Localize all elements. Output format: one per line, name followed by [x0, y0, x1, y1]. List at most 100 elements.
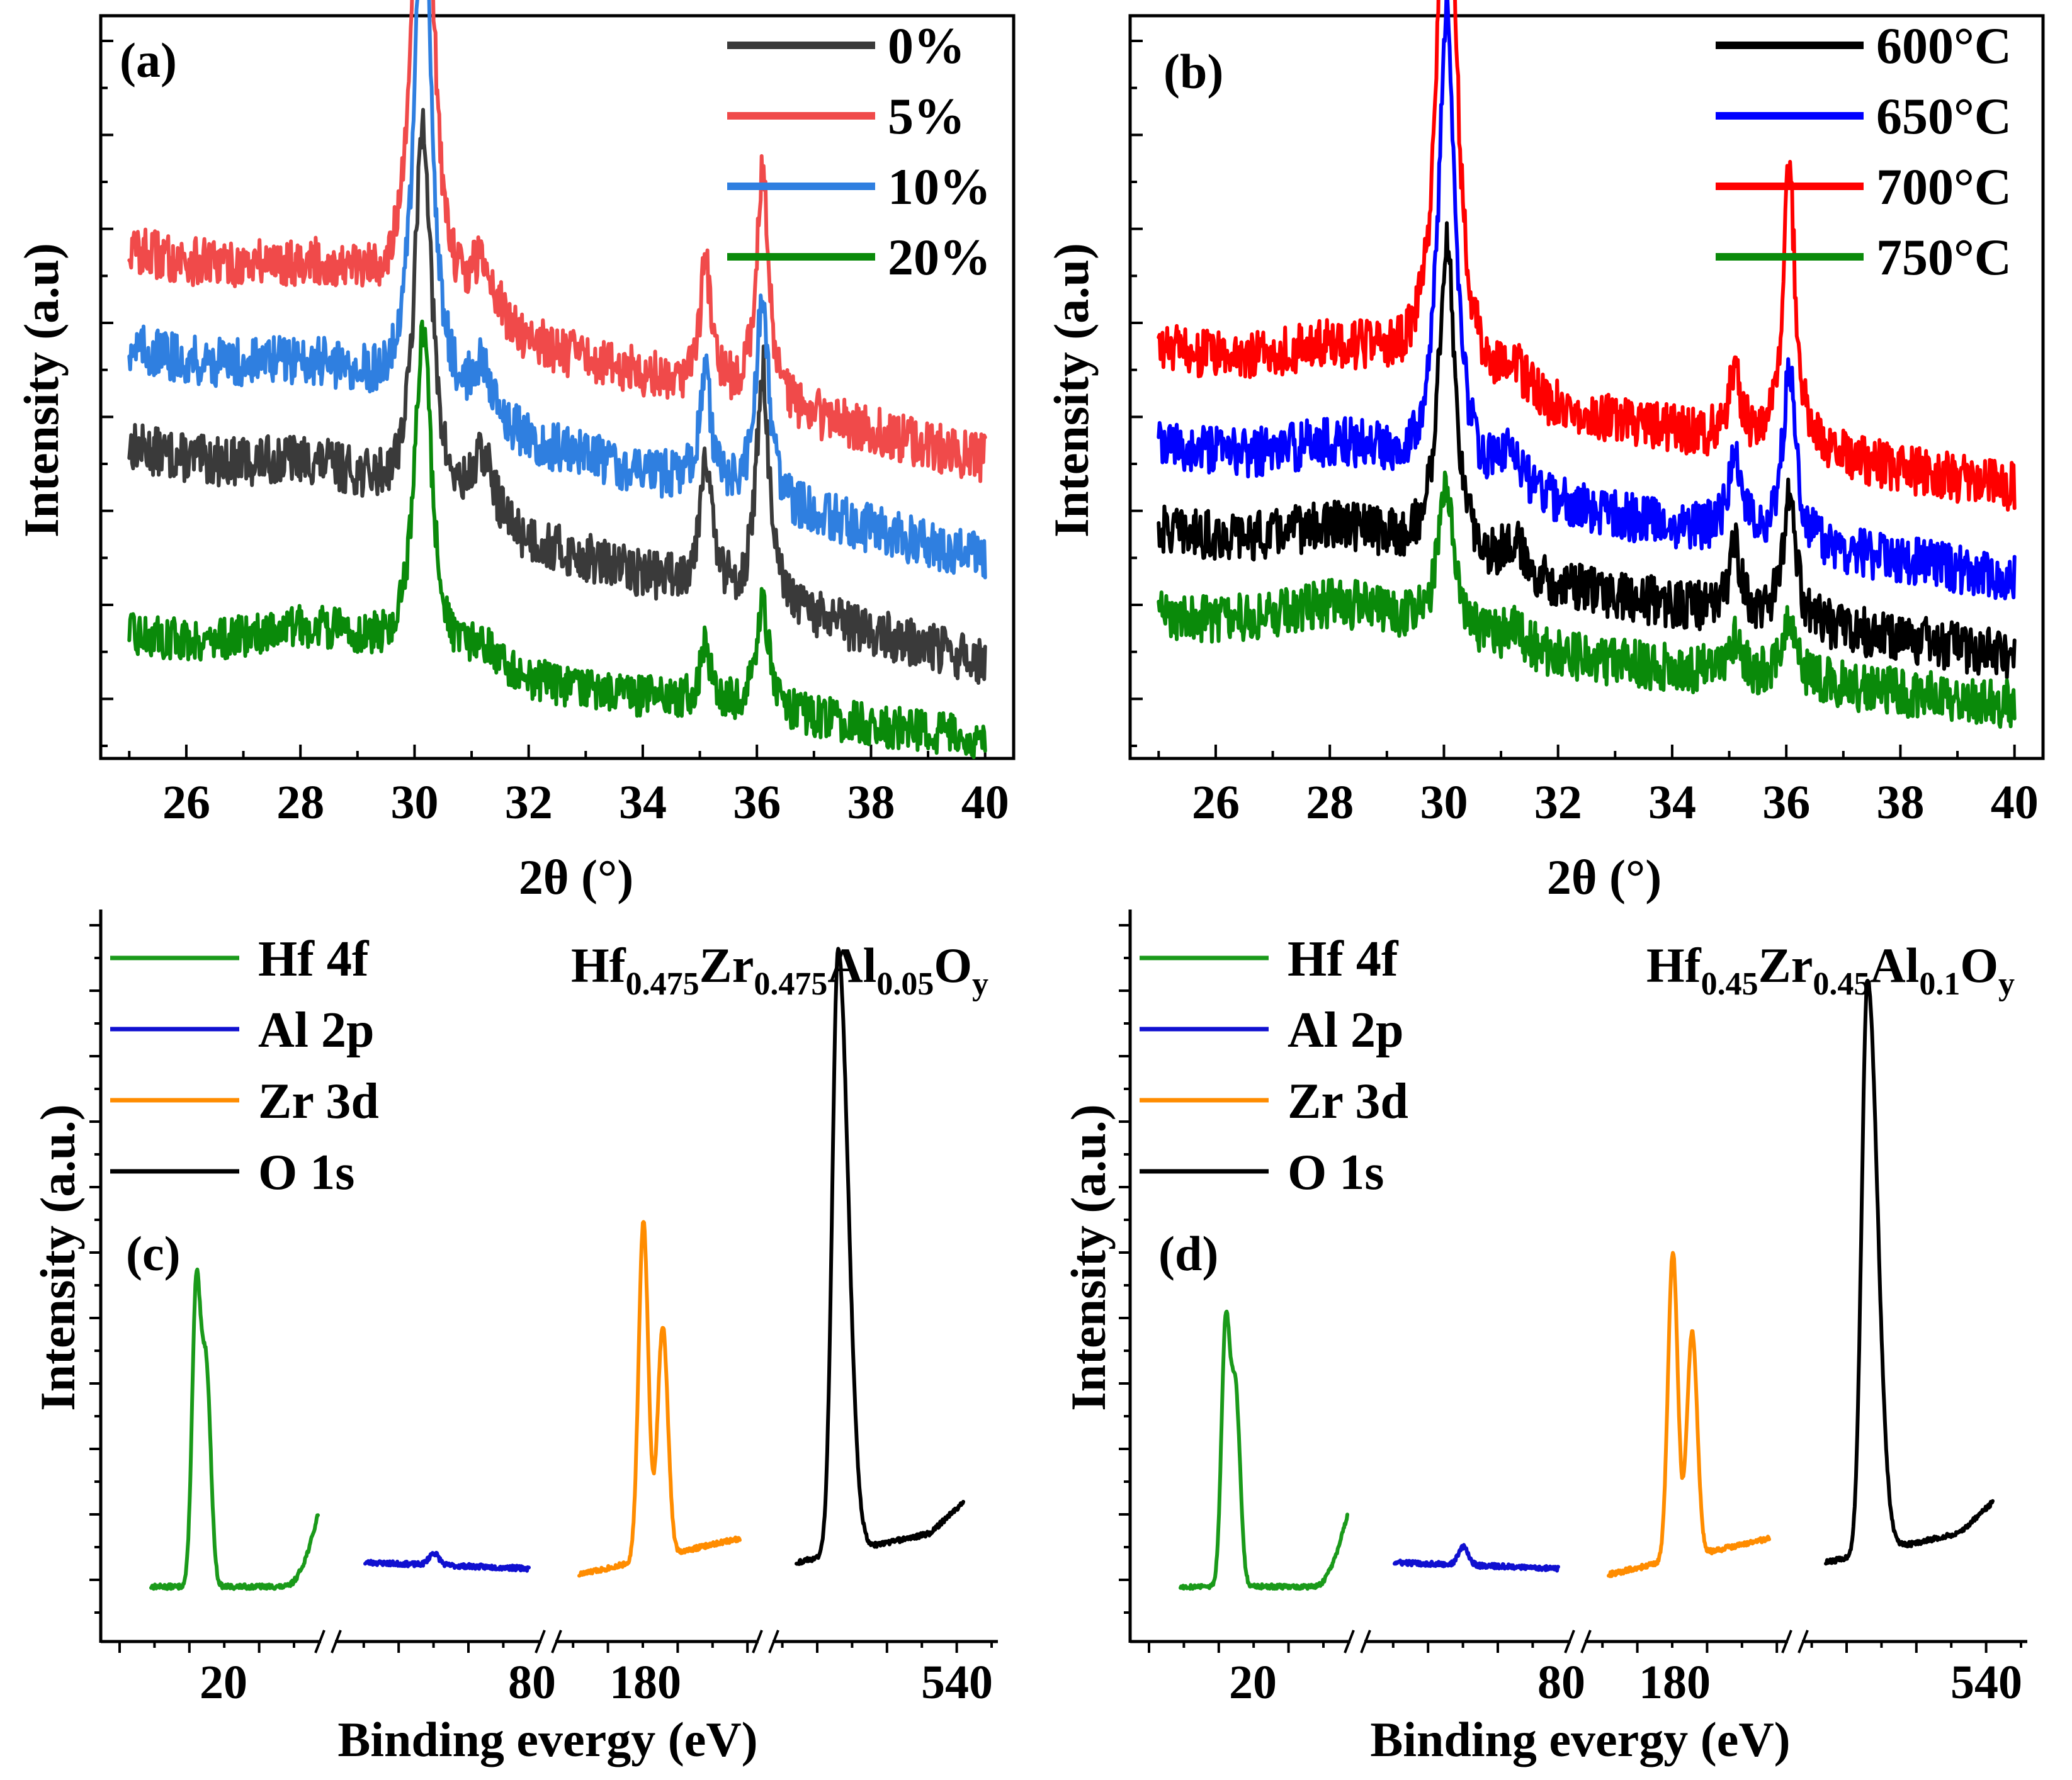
- axis-break-mark: [1360, 1630, 1371, 1653]
- x-tick-label-32: 32: [505, 776, 553, 829]
- legend-label-Zr 3d: Zr 3d: [258, 1074, 379, 1129]
- x-tick-label-34: 34: [1648, 776, 1696, 829]
- panel-b-label: (b): [1163, 44, 1223, 99]
- series-line-Hf-4f: [149, 1267, 320, 1591]
- legend-label-O 1s: O 1s: [258, 1145, 354, 1200]
- panel-b-series: [1157, 0, 2017, 729]
- legend-label-650°C: 650°C: [1876, 87, 2012, 145]
- panel-a-y-ticks: [101, 40, 113, 747]
- panel-d-label: (d): [1158, 1226, 1218, 1281]
- axis-break-mark: [535, 1630, 546, 1653]
- panel-c-y-ticks: [89, 924, 101, 1614]
- legend-label-10%: 10%: [888, 158, 991, 215]
- panel-a-y-axis-title: Intensity (a.u): [14, 243, 69, 538]
- x-tick-label-30: 30: [390, 776, 438, 829]
- legend-label-Hf 4f: Hf 4f: [258, 932, 370, 987]
- axis-break-mark: [1797, 1630, 1809, 1653]
- panel-d-y-ticks: [1119, 924, 1130, 1614]
- legend-label-Zr 3d: Zr 3d: [1288, 1074, 1408, 1129]
- x-tick-label-38: 38: [847, 776, 895, 829]
- axis-break-mark: [331, 1630, 342, 1653]
- series-line-5%: [127, 0, 987, 483]
- panel-c-x-tick-labels: 20 80 180 540: [200, 1656, 993, 1709]
- series-line-750°C: [1157, 470, 2017, 729]
- panel-d-x-axis-title: Binding evergy (eV): [1370, 1712, 1790, 1767]
- x-tick-label-180: 180: [609, 1656, 681, 1709]
- series-line-Zr-3d: [1607, 1251, 1771, 1579]
- axis-break-mark: [1580, 1630, 1592, 1653]
- series-line-20%: [127, 319, 987, 759]
- x-tick-label-30: 30: [1420, 776, 1468, 829]
- axis-break-mark: [551, 1630, 562, 1653]
- panel-d-legend: Hf 4f Al 2p Zr 3d O 1s: [1140, 932, 1408, 1200]
- x-tick-label-180: 180: [1639, 1656, 1711, 1709]
- x-tick-label-80: 80: [1537, 1656, 1585, 1709]
- x-tick-label-20: 20: [200, 1656, 247, 1709]
- legend-label-700°C: 700°C: [1876, 158, 2012, 215]
- x-tick-label-40: 40: [1991, 776, 2039, 829]
- x-tick-label-20: 20: [1229, 1656, 1277, 1709]
- series-line-O-1s: [1824, 979, 1995, 1566]
- series-line-Al-2p: [363, 1550, 531, 1573]
- panel-c-label: (c): [126, 1226, 181, 1281]
- series-line-650°C: [1157, 0, 2017, 600]
- legend-label-Hf 4f: Hf 4f: [1288, 932, 1399, 987]
- panel-a-series: [127, 0, 987, 759]
- panel-d-x-axis: [1130, 1630, 2027, 1653]
- series-line-600°C: [1157, 221, 2017, 680]
- panel-c-x-axis: [101, 1630, 998, 1653]
- panel-b: 26 28 30 32 34 36 38 40 (b) 2θ (°) Intensity (a…: [1044, 0, 2045, 904]
- axis-break-mark: [1781, 1630, 1792, 1653]
- x-tick-label-26: 26: [1192, 776, 1240, 829]
- series-line-10%: [127, 0, 987, 580]
- legend-label-750°C: 750°C: [1876, 228, 2012, 286]
- panel-b-y-ticks: [1130, 40, 1143, 747]
- x-tick-label-26: 26: [162, 776, 210, 829]
- x-tick-label-38: 38: [1876, 776, 1924, 829]
- series-line-Hf-4f: [1179, 1309, 1349, 1591]
- x-tick-label-32: 32: [1534, 776, 1582, 829]
- panel-d: 20 80 180 540 (d) Binding evergy (eV) Inten…: [1061, 910, 2027, 1767]
- panel-d-y-axis-title: Intensity (a.u.): [1061, 1104, 1116, 1411]
- panel-c-legend: Hf 4f Al 2p Zr 3d O 1s: [110, 932, 379, 1200]
- axis-break-mark: [768, 1630, 779, 1653]
- panel-a-x-axis-title: 2θ (°): [519, 850, 633, 904]
- panel-d-series: [1179, 979, 1995, 1591]
- x-tick-label-36: 36: [733, 776, 781, 829]
- axis-break-mark: [1564, 1630, 1575, 1653]
- panel-c-series: [149, 947, 965, 1591]
- panel-c-x-axis-title: Binding evergy (eV): [337, 1712, 757, 1767]
- panel-a-frame: [99, 14, 1016, 760]
- series-line-700°C: [1157, 0, 2017, 512]
- x-tick-label-540: 540: [921, 1656, 993, 1709]
- legend-label-600°C: 600°C: [1876, 17, 2012, 74]
- x-tick-label-40: 40: [961, 776, 1009, 829]
- panel-b-frame: [1128, 14, 2045, 760]
- x-tick-label-80: 80: [508, 1656, 556, 1709]
- legend-label-20%: 20%: [888, 228, 991, 286]
- panel-b-x-axis-title: 2θ (°): [1547, 850, 1662, 904]
- legend-label-5%: 5%: [888, 87, 965, 145]
- x-tick-label-36: 36: [1762, 776, 1810, 829]
- panel-b-x-ticks: 26 28 30 32 34 36 38 40: [1157, 745, 2039, 829]
- axis-break-mark: [1344, 1630, 1355, 1653]
- x-tick-label-28: 28: [276, 776, 324, 829]
- panel-c-y-axis-title: Intensity (a.u.): [30, 1104, 85, 1411]
- panel-d-composition: Hf0.45Zr0.45Al0.1Oy: [1646, 938, 2015, 1002]
- panel-a-legend: 0% 5% 10% 20%: [727, 17, 991, 286]
- panel-c: 20 80 180 540 (c) Binding evergy (eV) Inten…: [30, 910, 998, 1767]
- x-tick-label-34: 34: [619, 776, 667, 829]
- panel-a: 26 28 30 32 34 36 38 40 (a) 2θ (°) Intensity (a…: [14, 0, 1016, 904]
- panel-a-label: (a): [120, 33, 177, 87]
- panel-b-legend: 600°C 650°C 700°C 750°C: [1716, 17, 2012, 286]
- legend-label-Al 2p: Al 2p: [258, 1003, 375, 1058]
- panel-b-y-axis-title: Intensity (a.u): [1044, 243, 1099, 538]
- x-tick-label-540: 540: [1950, 1656, 2022, 1709]
- legend-label-O 1s: O 1s: [1288, 1145, 1384, 1200]
- series-line-O-1s: [795, 947, 965, 1566]
- panel-d-x-tick-labels: 20 80 180 540: [1229, 1656, 2022, 1709]
- panel-c-composition: Hf0.475Zr0.475Al0.05Oy: [571, 938, 988, 1002]
- legend-label-Al 2p: Al 2p: [1288, 1003, 1404, 1058]
- x-tick-label-28: 28: [1306, 776, 1354, 829]
